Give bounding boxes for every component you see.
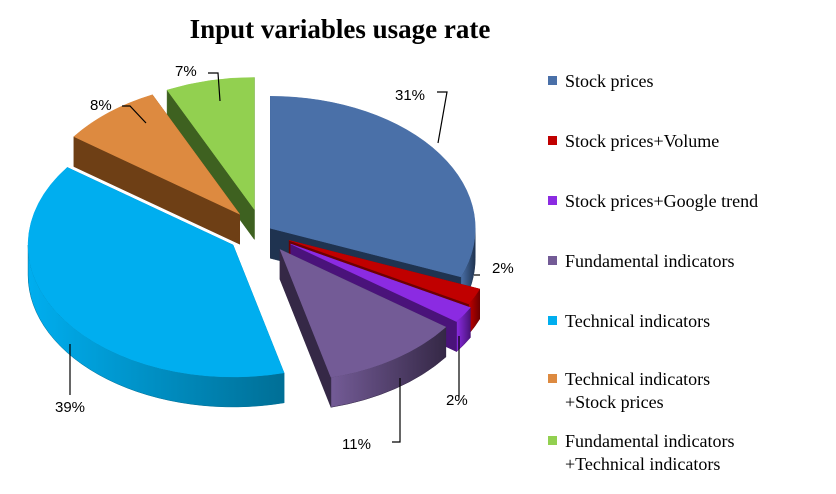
legend-item: Technical indicators +Stock prices [548, 368, 710, 414]
chart-title: Input variables usage rate [189, 14, 491, 44]
legend-swatch [548, 196, 557, 205]
legend-label: Technical indicators +Stock prices [565, 369, 711, 412]
legend-label: Technical indicators [565, 311, 711, 331]
pie-slice [279, 248, 447, 408]
legend-swatch [548, 436, 557, 445]
legend-item: Stock prices+Google trend [548, 190, 758, 213]
data-label: 8% [90, 97, 112, 114]
legend-swatch [548, 256, 557, 265]
leader-line [392, 378, 401, 443]
data-label: 2% [446, 392, 468, 409]
legend-label: Stock prices+Google trend [565, 191, 759, 211]
legend-item: Stock prices [548, 70, 653, 93]
data-label: 2% [492, 260, 514, 277]
pie-slice [73, 93, 240, 245]
legend-swatch [548, 136, 557, 145]
data-label: 39% [55, 399, 85, 416]
data-label: 31% [395, 87, 425, 104]
leader-line [122, 105, 147, 124]
legend-item: Technical indicators [548, 310, 710, 333]
legend-swatch [548, 374, 557, 383]
legend-label: Fundamental indicators +Technical indica… [565, 431, 735, 474]
leader-line [437, 91, 448, 144]
data-label: 7% [175, 63, 197, 80]
legend-item: Fundamental indicators +Technical indica… [548, 430, 734, 476]
legend-swatch [548, 76, 557, 85]
leader-line [208, 72, 221, 102]
legend-label: Fundamental indicators [565, 251, 735, 271]
legend-item: Fundamental indicators [548, 250, 734, 273]
legend-label: Stock prices+Volume [565, 131, 720, 151]
data-label: 11% [342, 436, 371, 453]
legend-item: Stock prices+Volume [548, 130, 719, 153]
legend-swatch [548, 316, 557, 325]
legend-label: Stock prices [565, 71, 654, 91]
pie-slice [27, 167, 285, 408]
